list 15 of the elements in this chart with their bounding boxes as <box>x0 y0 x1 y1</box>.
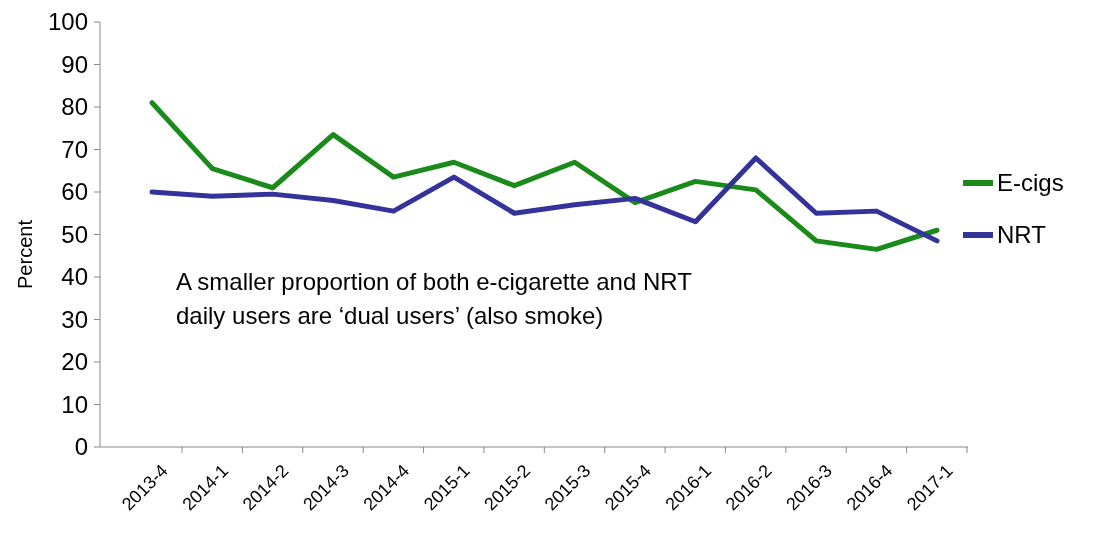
legend-label: NRT <box>997 221 1047 249</box>
y-tick-label: 80 <box>61 93 88 121</box>
y-tick-label: 60 <box>61 178 88 206</box>
y-tick-label: 10 <box>61 390 88 418</box>
y-tick-label: 0 <box>74 433 88 461</box>
y-tick-label: 30 <box>61 305 88 333</box>
y-tick-label: 20 <box>61 348 88 376</box>
y-tick-label: 70 <box>61 135 88 163</box>
y-tick-label: 50 <box>61 220 88 248</box>
annotation: A smaller proportion of both e-cigarette and NRT daily users are ‘dual users’ (also smoke) <box>176 267 693 331</box>
y-tick-label: 90 <box>61 50 88 78</box>
y-tick-label: 100 <box>47 8 88 36</box>
legend-label: E-cigs <box>997 169 1064 197</box>
y-axis-title: Percent <box>14 219 36 289</box>
y-tick-label: 40 <box>61 263 88 291</box>
